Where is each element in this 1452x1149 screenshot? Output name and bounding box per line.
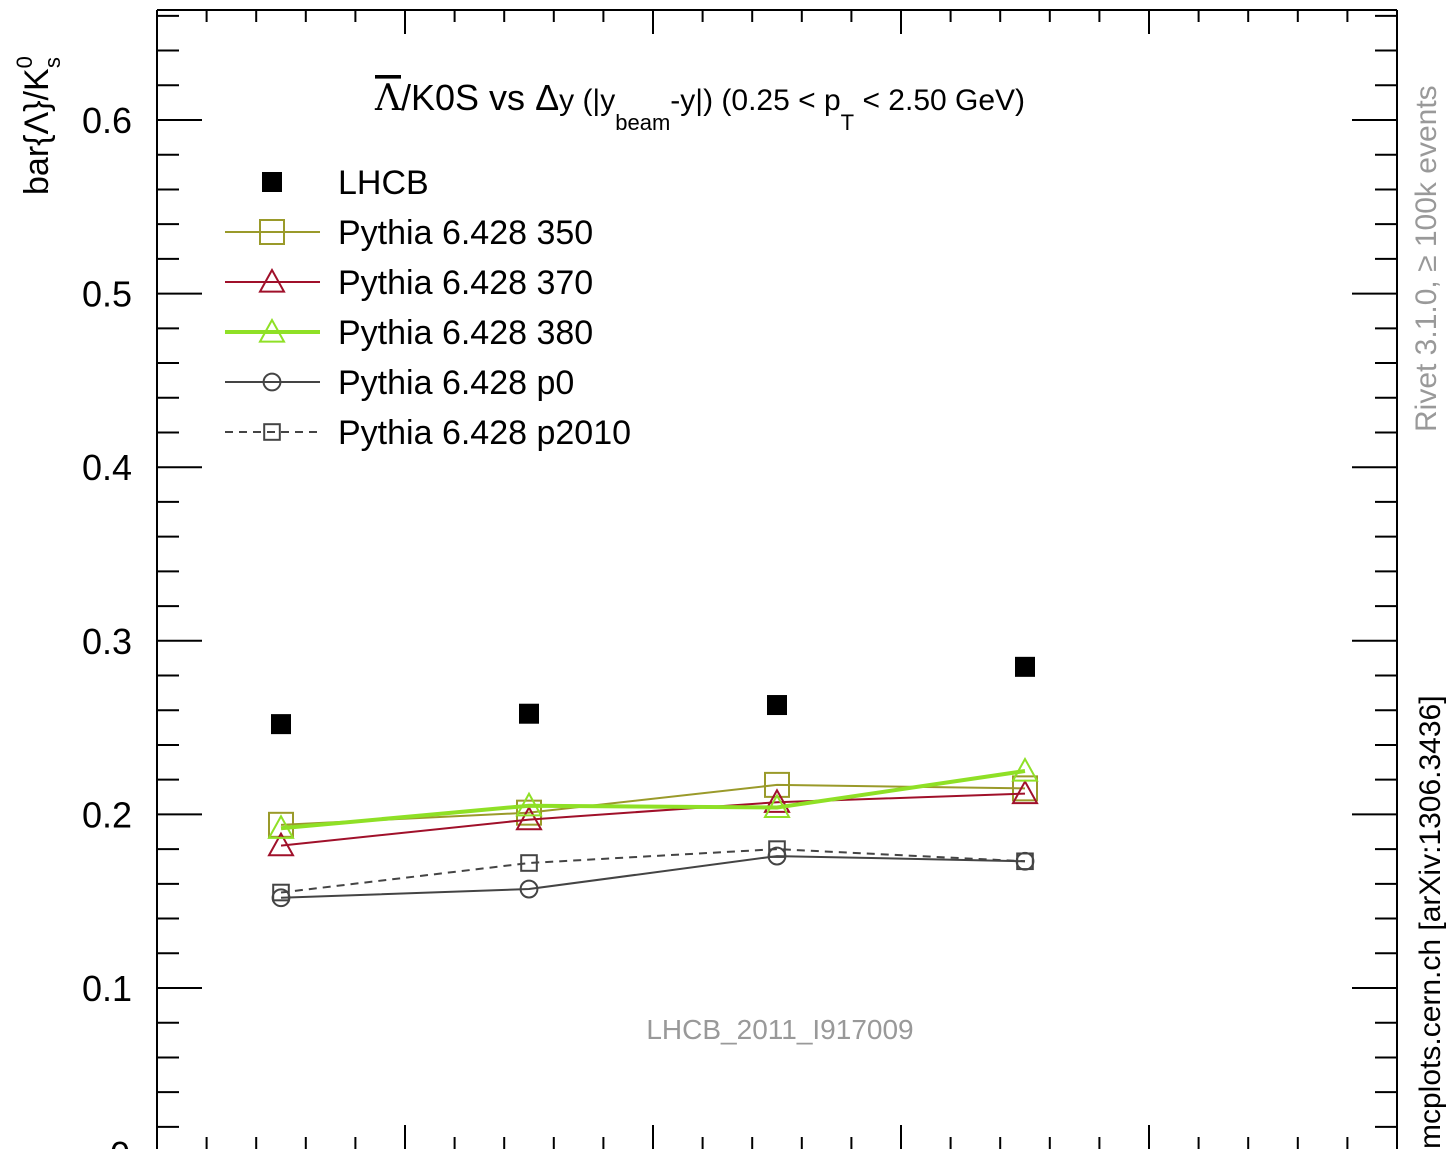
y-tick-label: 0.3 <box>82 621 132 662</box>
legend-label: Pythia 6.428 370 <box>338 264 593 302</box>
legend-entry: Pythia 6.428 380 <box>225 314 593 352</box>
data-point <box>519 703 539 724</box>
legend-label: LHCB <box>338 164 429 202</box>
data-point <box>258 267 286 293</box>
legend-entry: Pythia 6.428 350 <box>225 214 593 252</box>
data-point <box>1011 756 1039 782</box>
y-tick-label: 0.4 <box>82 447 132 488</box>
data-point <box>516 799 542 826</box>
data-point <box>515 805 543 831</box>
y-tick-label: 0.5 <box>82 274 132 315</box>
data-point <box>263 423 281 441</box>
series-pythia-6-428-370 <box>267 779 1039 857</box>
data-point <box>763 793 791 819</box>
legend-entry: Pythia 6.428 p2010 <box>225 414 631 452</box>
axis-ticks <box>157 10 1397 1149</box>
title-t-sub: T <box>841 110 854 135</box>
series-line <box>280 792 1026 847</box>
data-point <box>271 714 291 735</box>
rivet-label: Rivet 3.1.0, ≥ 100k events <box>1410 85 1443 432</box>
y-tick-label: 0.1 <box>82 968 132 1009</box>
data-point <box>267 831 295 857</box>
data-point <box>519 879 539 899</box>
legend-label: Pythia 6.428 380 <box>338 314 593 352</box>
series-lhcb <box>271 656 1035 735</box>
title-beam-sub: beam <box>615 110 670 135</box>
data-point <box>259 219 285 245</box>
series-layer <box>267 656 1039 908</box>
data-point <box>767 695 787 716</box>
data-point <box>258 317 286 343</box>
title-rest: /K0S vs <box>401 77 535 118</box>
analysis-annotation: LHCB_2011_I917009 <box>646 1014 913 1045</box>
y-axis-label-sup: 0 <box>12 56 37 68</box>
legend-entry: Pythia 6.428 p0 <box>225 364 574 402</box>
title-lambda-bar: Λ <box>374 78 402 119</box>
data-point <box>262 372 282 392</box>
chart-title: Λ/K0S vs Δy (|ybeam-y|) (0.25 < pT < 2.5… <box>374 77 1025 135</box>
series-pythia-6-428-p0 <box>271 846 1035 908</box>
y-axis-label-sub: s <box>40 57 65 68</box>
legend-label: Pythia 6.428 350 <box>338 214 593 252</box>
series-line <box>280 848 1026 894</box>
legend-label: Pythia 6.428 p0 <box>338 364 574 402</box>
legend: LHCB Pythia 6.428 350 Pythia 6.428 370 Pyth… <box>225 164 631 452</box>
data-point <box>1015 656 1035 677</box>
y-tick-label: 0.2 <box>82 794 132 835</box>
legend-label: Pythia 6.428 p2010 <box>338 414 631 452</box>
data-point <box>1012 775 1038 802</box>
data-point <box>262 172 282 192</box>
y-tick-label-partial: 0 <box>110 1134 130 1149</box>
title-y: y (|y <box>559 84 615 117</box>
legend-entry: LHCB <box>262 164 429 202</box>
legend-entry: Pythia 6.428 370 <box>225 264 593 302</box>
series-line <box>280 769 1026 831</box>
series-pythia-6-428-p2010 <box>272 840 1034 902</box>
data-point <box>767 846 787 866</box>
title-mid: -y|) (0.25 < p <box>670 84 840 117</box>
data-point <box>1015 851 1035 871</box>
data-point <box>271 888 291 908</box>
mcplots-label: mcplots.cern.ch [arXiv:1306.3436] <box>1414 695 1447 1149</box>
data-point <box>763 788 791 813</box>
data-point <box>1011 779 1039 805</box>
series-line <box>280 855 1026 899</box>
data-point <box>520 854 538 872</box>
plot-frame <box>156 9 1398 1149</box>
y-axis-label: bar{Λ}/K0 s <box>12 56 65 195</box>
title-end: < 2.50 GeV) <box>854 84 1025 117</box>
title-delta: Δ <box>535 77 559 118</box>
data-point <box>267 814 295 839</box>
y-axis-label-main: bar{Λ}/K <box>18 68 56 195</box>
data-point <box>268 811 294 838</box>
y-tick-label: 0.6 <box>82 100 132 141</box>
data-point <box>515 791 543 817</box>
series-pythia-6-428-380 <box>267 756 1039 839</box>
y-tick-labels: 0.1 0.2 0.3 0.4 0.5 0.6 <box>82 100 132 1009</box>
